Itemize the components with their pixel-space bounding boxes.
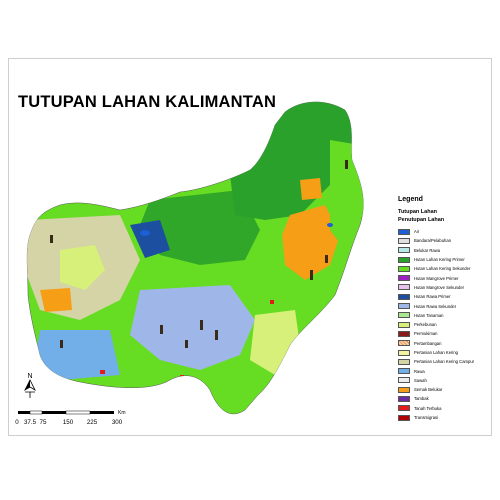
legend-item: Transmigrasi [398, 413, 492, 422]
region-w-swamp-forest [130, 220, 170, 258]
legend-label: Hutan Lahan Kering Sekunder [414, 266, 471, 272]
legend-label: Hutan Rawa Primer [414, 294, 451, 300]
legend-swatch [398, 414, 410, 421]
legend-label: Bandara/Pelabuhan [414, 238, 452, 244]
legend-item: Hutan Rawa Primer [398, 292, 492, 301]
region-plantations [60, 245, 105, 290]
legend-item: Hutan Lahan Kering Primer [398, 255, 492, 264]
legend-item: Pertanian Lahan Kering [398, 348, 492, 357]
scale-unit: Km [118, 410, 126, 416]
legend-label: Hutan Mangrove Primer [414, 275, 459, 281]
legend-swatch [398, 377, 410, 384]
legend-swatch [398, 256, 410, 263]
legend-label: Sawah [414, 377, 427, 383]
legend-label: Hutan Mangrove Sekunder [414, 284, 465, 290]
legend-swatch [398, 349, 410, 356]
scale-tick-1: 37.5 [24, 419, 37, 426]
legend-label: Tanah Terbuka [414, 405, 442, 411]
legend-label: Hutan Tanaman [414, 312, 444, 318]
legend-swatch [398, 265, 410, 272]
legend-item: Air [398, 227, 492, 236]
legend-swatch [398, 247, 410, 254]
scale-tick-2: 75 [40, 419, 47, 426]
legend-swatch [398, 228, 410, 235]
legend-subtitle-tutupan: Tutupan Lahan [398, 209, 438, 215]
legend-label: Belukar Rawa [414, 247, 441, 253]
legend-swatch [398, 321, 410, 328]
legend-item: Rawa [398, 366, 492, 375]
legend-swatch [398, 405, 410, 412]
scale-bar-labels: 0 37.5 75 150 225 300 Km [15, 410, 125, 426]
legend-item: Hutan Mangrove Primer [398, 273, 492, 282]
legend-label: Tambak [414, 396, 429, 402]
legend-label: Pertanian Lahan Kering [414, 350, 459, 355]
north-arrow-icon: N [24, 373, 36, 398]
legend-swatch [398, 340, 410, 347]
legend-label: Air [414, 229, 420, 235]
scale-bar [18, 410, 114, 415]
legend-item: Hutan Rawa Sekunder [398, 301, 492, 310]
water-bodies [140, 223, 333, 236]
legend-swatch [398, 395, 410, 402]
legend-item: Hutan Tanaman [398, 311, 492, 320]
scale-tick-5: 300 [112, 419, 123, 426]
legend-label: Pertanian Lahan Kering Campur [414, 359, 475, 365]
legend-item: Perkebunan [398, 320, 492, 329]
legend-item: Hutan Lahan Kering Sekunder [398, 264, 492, 273]
legend-label: Permukiman [414, 331, 438, 337]
legend-item: Pertambangan [398, 339, 492, 348]
legend-item: Sawah [398, 376, 492, 385]
legend-swatch [398, 386, 410, 393]
region-shrub-west [40, 288, 72, 312]
region-interior-forest [140, 190, 260, 265]
legend-swatch [398, 330, 410, 337]
legend-label: Pertambangan [414, 340, 442, 346]
legend-swatch [398, 368, 410, 375]
legend-subtitle-penutupan: Penutupan Lahan [398, 217, 445, 223]
map-title: TUTUPAN LAHAN KALIMANTAN [18, 93, 277, 111]
legend: Legend Tutupan Lahan Penutupan Lahan Air… [398, 196, 492, 422]
legend-item: Hutan Mangrove Sekunder [398, 283, 492, 292]
legend-item: Belukar Rawa [398, 246, 492, 255]
legend-label: Perkebunan [414, 322, 437, 328]
legend-label: Hutan Lahan Kering Primer [414, 257, 465, 263]
legend-label: Transmigrasi [414, 415, 439, 421]
legend-label: Rawa [414, 368, 425, 374]
legend-swatch [398, 312, 410, 319]
legend-label: Semak Belukar [414, 387, 443, 393]
legend-item: Pertanian Lahan Kering Campur [398, 357, 492, 366]
legend-item: Bandara/Pelabuhan [398, 236, 492, 245]
legend-swatch [398, 237, 410, 244]
scale-tick-4: 225 [87, 419, 98, 426]
legend-item: Tambak [398, 394, 492, 403]
legend-label: Hutan Rawa Sekunder [414, 303, 457, 309]
legend-swatch [398, 293, 410, 300]
legend-item: Semak Belukar [398, 385, 492, 394]
region-kalimantan-tengah [130, 285, 255, 370]
mining-patches [50, 160, 348, 348]
scale-tick-0: 0 [15, 419, 19, 426]
region-shrub-east-2 [300, 178, 322, 200]
region-east-coast [330, 140, 364, 250]
legend-swatch [398, 358, 410, 365]
legend-swatch [398, 303, 410, 310]
legend-list: Air Bandara/Pelabuhan Belukar Rawa Hutan La… [398, 227, 492, 422]
legend-title: Legend [398, 196, 423, 203]
region-sw-swamp [35, 330, 120, 380]
legend-item: Tanah Terbuka [398, 404, 492, 413]
north-letter: N [27, 373, 32, 380]
legend-swatch [398, 275, 410, 282]
legend-swatch [398, 284, 410, 291]
scale-tick-3: 150 [63, 419, 74, 426]
legend-item: Permukiman [398, 329, 492, 338]
